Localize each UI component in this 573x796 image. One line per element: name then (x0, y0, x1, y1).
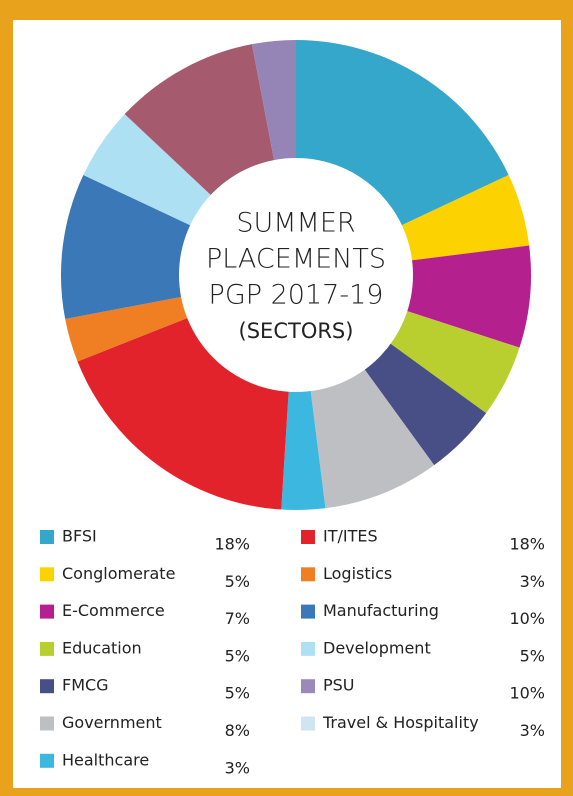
center-title: SUMMER (236, 208, 355, 239)
legend-value: 5% (225, 646, 250, 665)
legend-label: Government (62, 713, 162, 732)
legend-swatch (40, 567, 54, 582)
legend-swatch (301, 716, 315, 731)
legend-label: Healthcare (62, 750, 149, 769)
legend-swatch (301, 641, 315, 656)
legend-swatch (40, 679, 54, 694)
legend-label: IT/ITES (323, 527, 378, 546)
legend-value: 10% (509, 609, 545, 628)
legend-label: Logistics (323, 564, 392, 583)
legend-swatch (40, 530, 54, 544)
legend-value: 3% (520, 721, 545, 740)
legend-label: Manufacturing (323, 601, 439, 620)
legend-label: E-Commerce (62, 601, 165, 620)
legend-label: FMCG (62, 676, 109, 695)
center-title: PGP 2017-19 (209, 280, 384, 311)
legend-label: Travel & Hospitality (322, 713, 479, 732)
legend-value: 5% (520, 646, 545, 665)
legend-label: BFSI (62, 527, 97, 546)
legend-value: 18% (214, 535, 250, 554)
donut-hole (179, 158, 413, 392)
legend-swatch (40, 753, 54, 768)
legend-swatch (40, 716, 54, 731)
legend-swatch (301, 567, 315, 582)
legend-value: 3% (225, 758, 250, 777)
legend-value: 3% (520, 572, 545, 591)
legend-swatch (40, 604, 54, 619)
center-title: PLACEMENTS (206, 244, 386, 275)
legend-value: 5% (225, 572, 250, 591)
legend-label: PSU (323, 676, 355, 695)
legend-swatch (40, 641, 54, 656)
legend-swatch (301, 679, 315, 694)
legend-value: 5% (225, 684, 250, 703)
legend-value: 7% (225, 609, 250, 628)
legend-value: 18% (509, 535, 545, 554)
legend-value: 10% (509, 684, 545, 703)
legend-label: Conglomerate (62, 564, 175, 583)
slice (281, 275, 326, 510)
legend-label: Development (323, 638, 431, 657)
legend-swatch (301, 530, 315, 544)
center-subtitle: (SECTORS) (239, 319, 354, 343)
legend-label: Education (62, 638, 142, 657)
legend-value: 8% (225, 721, 250, 740)
legend-swatch (301, 604, 315, 619)
